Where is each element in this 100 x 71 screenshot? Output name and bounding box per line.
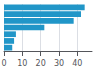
svg-text:40: 40 (72, 59, 82, 68)
svg-text:30: 30 (54, 59, 64, 68)
svg-text:10: 10 (17, 59, 27, 68)
svg-text:0: 0 (1, 59, 6, 68)
svg-text:20: 20 (36, 59, 46, 68)
